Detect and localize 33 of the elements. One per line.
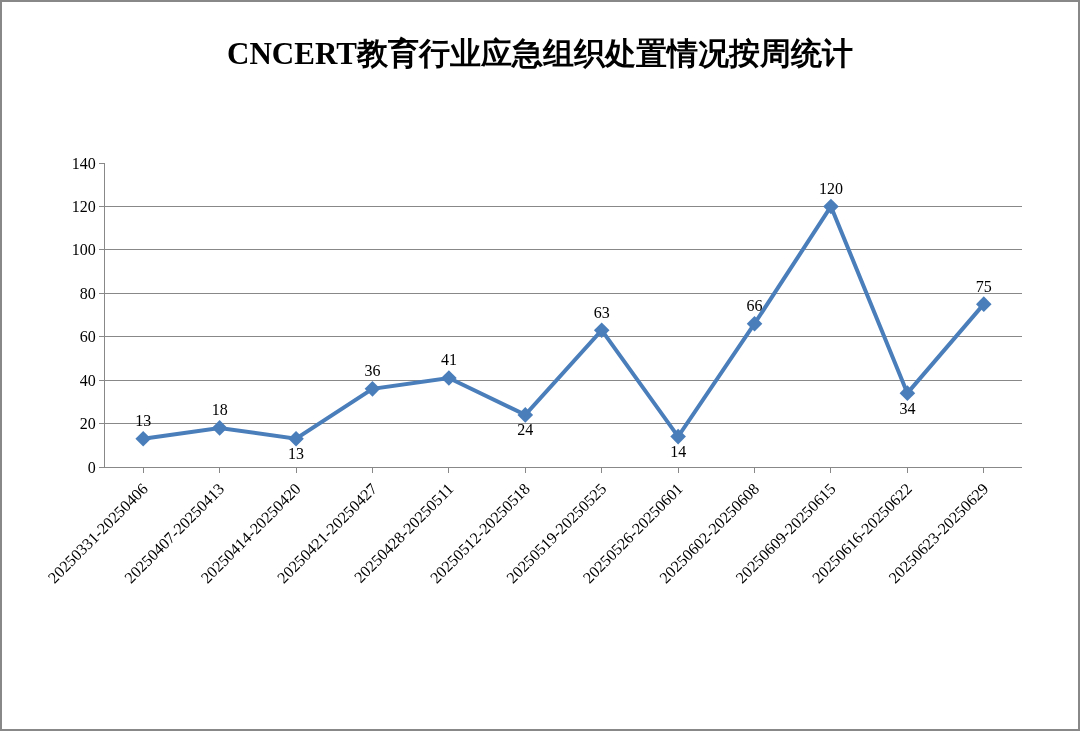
point [593, 322, 610, 338]
data-label: 14 [670, 443, 687, 461]
data-label: 18 [211, 401, 228, 419]
y-tick-label: 140 [71, 154, 96, 172]
point [823, 198, 839, 215]
point [364, 381, 381, 397]
point [211, 420, 228, 436]
y-tick-label: 80 [79, 284, 96, 302]
data-label: 63 [593, 303, 610, 321]
y-tick-label: 40 [79, 371, 96, 389]
point [746, 315, 763, 332]
point [517, 407, 534, 423]
y-tick-label: 20 [79, 415, 96, 433]
point [441, 370, 457, 386]
point [135, 430, 152, 447]
y-tick-label: 100 [71, 241, 96, 259]
data-label: 75 [975, 277, 992, 295]
data-label: 13 [288, 445, 305, 463]
point [899, 385, 916, 401]
chart-title: CNCERT教育行业应急组织处置情况按周统计 [227, 35, 853, 71]
point [288, 430, 304, 447]
y-tick-label: 120 [71, 198, 96, 216]
data-label: 120 [818, 179, 843, 197]
data-label: 41 [440, 351, 457, 369]
data-label: 24 [517, 421, 534, 439]
y-tick-label: 0 [87, 458, 96, 476]
point [670, 428, 686, 445]
data-label: 34 [899, 399, 916, 417]
point [975, 296, 992, 312]
data-label: 13 [135, 412, 152, 430]
data-label: 66 [746, 297, 763, 315]
data-label: 36 [364, 362, 381, 380]
y-tick-label: 60 [79, 328, 96, 346]
